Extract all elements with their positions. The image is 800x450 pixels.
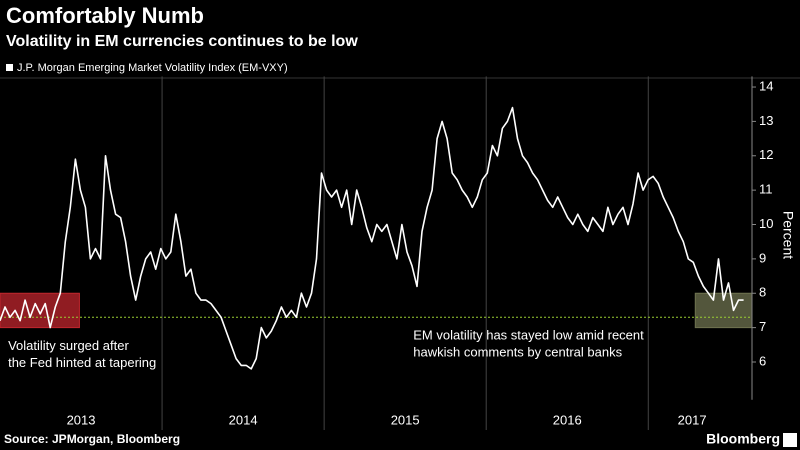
legend-label: J.P. Morgan Emerging Market Volatility I… [17,62,288,74]
y-tick-label: 10 [759,216,773,231]
annotation: EM volatility has stayed low amid recent [413,328,644,343]
brand: Bloomberg [706,431,780,447]
x-tick-label: 2014 [229,412,258,427]
legend-swatch [6,64,13,71]
y-tick-label: 13 [759,113,773,128]
x-tick-label: 2015 [391,412,420,427]
x-tick-label: 2017 [678,412,707,427]
source: Source: JPMorgan, Bloomberg [4,432,180,446]
x-tick-label: 2013 [67,412,96,427]
y-tick-label: 14 [759,78,773,93]
y-tick-label: 8 [759,285,766,300]
highlight-box [0,292,80,329]
chart-title: Comfortably Numb [6,3,204,28]
y-tick-label: 11 [759,182,773,197]
x-tick-label: 2016 [553,412,582,427]
y-axis-label: Percent [780,211,796,259]
annotation: the Fed hinted at tapering [8,355,156,370]
brand-icon [783,433,797,447]
y-tick-label: 6 [759,353,766,368]
y-tick-label: 7 [759,319,766,334]
line [0,106,744,370]
annotation: Volatility surged after [8,338,129,353]
y-tick-label: 9 [759,250,766,265]
annotation: hawkish comments by central banks [413,345,622,360]
chart-subtitle: Volatility in EM currencies continues to… [6,33,358,50]
y-tick-label: 12 [759,147,773,162]
